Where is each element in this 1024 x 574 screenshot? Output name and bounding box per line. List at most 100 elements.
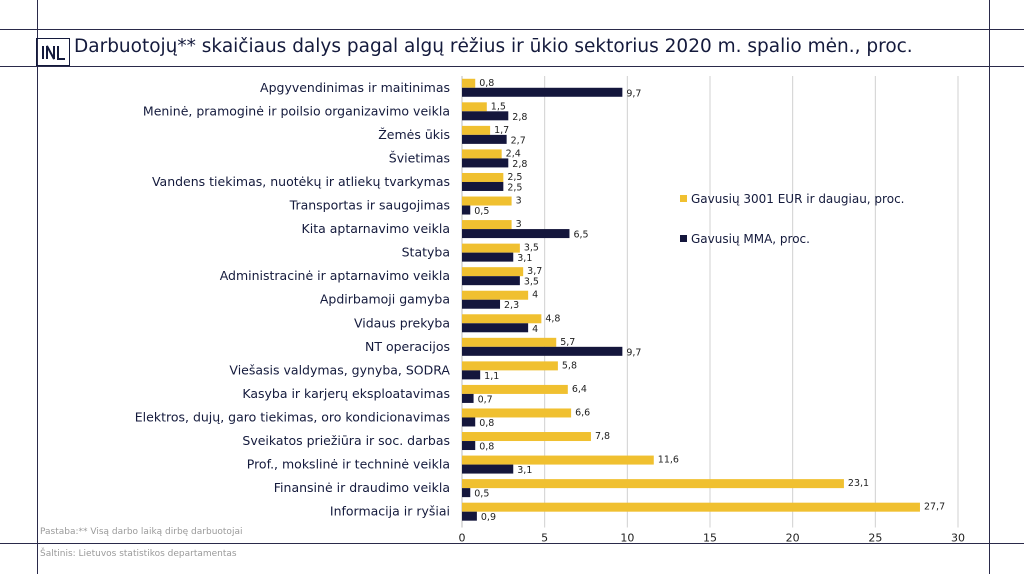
- bar-high-earners: [462, 220, 512, 230]
- value-label-high-earners: 11,6: [658, 455, 679, 466]
- value-label-high-earners: 5,7: [560, 337, 575, 348]
- bar-high-earners: [462, 78, 476, 88]
- value-label-high-earners: 4: [532, 290, 538, 301]
- frame-line-bottom: [0, 543, 1024, 544]
- category-label: Administracinė ir aptarnavimo veikla: [220, 268, 450, 283]
- legend-label-mma: Gavusių MMA, proc.: [691, 232, 810, 246]
- bar-high-earners: [462, 125, 491, 135]
- category-label: Apgyvendinimas ir maitinimas: [260, 80, 450, 95]
- bar-high-earners: [462, 502, 920, 512]
- bar-high-earners: [462, 290, 529, 300]
- category-label: Viešasis valdymas, gynyba, SODRA: [229, 362, 450, 377]
- category-label: Švietimas: [389, 150, 450, 165]
- bar-mma: [462, 276, 520, 286]
- value-label-mma: 6,5: [573, 230, 588, 241]
- category-label: Meninė, pramoginė ir poilsio organizavim…: [143, 103, 450, 118]
- value-label-mma: 0,5: [474, 489, 489, 500]
- bar-mma: [462, 417, 476, 427]
- value-label-high-earners: 2,5: [507, 172, 522, 183]
- bar-high-earners: [462, 149, 502, 159]
- x-tick-label: 10: [620, 531, 634, 544]
- x-tick-label: 30: [951, 531, 965, 544]
- footnote: Pastaba:** Visą darbo laiką dirbę darbuo…: [40, 527, 243, 537]
- frame-line-left: [37, 0, 38, 574]
- value-label-mma: 9,7: [626, 88, 641, 99]
- value-label-high-earners: 2,4: [506, 148, 521, 159]
- inl-logo-icon: [36, 38, 70, 66]
- value-label-high-earners: 6,4: [572, 384, 587, 395]
- category-label: Sveikatos priežiūra ir soc. darbas: [242, 433, 450, 448]
- category-label: Prof., mokslinė ir techninė veikla: [247, 457, 450, 472]
- value-label-mma: 4: [532, 324, 538, 335]
- category-label: Žemės ūkis: [378, 127, 450, 142]
- value-label-high-earners: 27,7: [924, 502, 945, 513]
- value-label-high-earners: 3,5: [524, 243, 539, 254]
- bar-mma: [462, 181, 504, 191]
- value-label-mma: 0,7: [478, 394, 493, 405]
- bar-mma: [462, 488, 471, 498]
- bar-high-earners: [462, 314, 542, 324]
- category-label: Vandens tiekimas, nuotėkų ir atliekų tva…: [152, 174, 450, 189]
- value-label-high-earners: 1,5: [491, 101, 506, 112]
- legend-swatch-mma: [680, 235, 687, 242]
- value-label-high-earners: 6,6: [575, 407, 590, 418]
- chart-title: Darbuotojų** skaičiaus dalys pagal algų …: [74, 36, 913, 57]
- value-label-mma: 0,8: [479, 442, 494, 453]
- value-label-mma: 2,7: [511, 135, 526, 146]
- value-label-mma: 0,9: [481, 512, 496, 523]
- bar-mma: [462, 134, 507, 144]
- value-label-high-earners: 7,8: [595, 431, 610, 442]
- bar-high-earners: [462, 455, 654, 465]
- value-label-mma: 2,5: [507, 182, 522, 193]
- bar-mma: [462, 205, 471, 215]
- bar-high-earners: [462, 432, 591, 442]
- bar-mma: [462, 323, 529, 333]
- x-tick-label: 20: [786, 531, 800, 544]
- legend-label-high-earners: Gavusių 3001 EUR ir daugiau, proc.: [691, 192, 904, 206]
- value-label-mma: 1,1: [484, 371, 499, 382]
- category-label: NT operacijos: [365, 339, 450, 354]
- bar-mma: [462, 252, 514, 262]
- value-label-mma: 3,1: [517, 465, 532, 476]
- value-label-high-earners: 0,8: [479, 78, 494, 89]
- bar-mma: [462, 393, 474, 403]
- bar-mma: [462, 87, 623, 97]
- x-tick-label: 5: [541, 531, 548, 544]
- x-tick-label: 0: [459, 531, 466, 544]
- category-label: Statyba: [402, 245, 450, 260]
- frame-line-title: [0, 66, 1024, 67]
- value-label-high-earners: 3: [516, 196, 522, 207]
- value-label-high-earners: 5,8: [562, 360, 577, 371]
- bar-high-earners: [462, 337, 557, 347]
- category-label: Finansinė ir draudimo veikla: [274, 480, 450, 495]
- bar-mma: [462, 229, 570, 239]
- x-tick-label: 25: [868, 531, 882, 544]
- value-label-mma: 0,5: [474, 206, 489, 217]
- value-label-high-earners: 3,7: [527, 266, 542, 277]
- value-label-mma: 3,1: [517, 253, 532, 264]
- value-label-mma: 0,8: [479, 418, 494, 429]
- bar-mma: [462, 441, 476, 451]
- value-label-mma: 2,8: [512, 112, 527, 123]
- frame-line-top: [0, 29, 1024, 30]
- value-label-high-earners: 23,1: [848, 478, 869, 489]
- bar-high-earners: [462, 196, 512, 206]
- category-label: Elektros, dujų, garo tiekimas, oro kondi…: [135, 409, 450, 424]
- x-tick-label: 15: [703, 531, 717, 544]
- bar-high-earners: [462, 361, 558, 371]
- value-label-mma: 9,7: [626, 347, 641, 358]
- bar-mma: [462, 111, 509, 121]
- bar-high-earners: [462, 479, 844, 489]
- category-label: Kita aptarnavimo veikla: [302, 221, 450, 236]
- value-label-mma: 3,5: [524, 277, 539, 288]
- category-label: Apdirbamoji gamyba: [320, 292, 450, 307]
- bar-high-earners: [462, 408, 572, 418]
- category-label: Kasyba ir karjerų eksploatavimas: [242, 386, 450, 401]
- value-label-mma: 2,8: [512, 159, 527, 170]
- category-label: Vidaus prekyba: [354, 315, 450, 330]
- bar-mma: [462, 511, 477, 521]
- bar-high-earners: [462, 384, 568, 394]
- frame-line-right: [989, 0, 990, 574]
- bar-mma: [462, 158, 509, 168]
